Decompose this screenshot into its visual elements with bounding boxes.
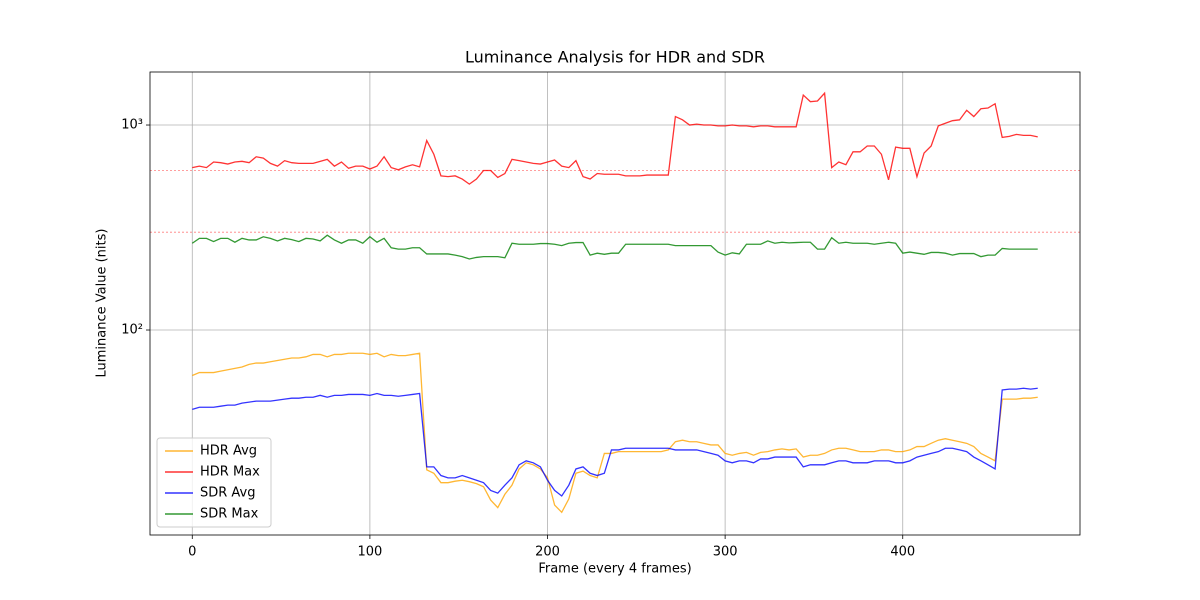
y-axis-label: Luminance Value (nits) [95,229,110,378]
y-tick-label: 10² [121,323,143,338]
x-tick-label: 300 [713,545,738,560]
x-tick-label: 400 [890,545,915,560]
line-series [192,91,1038,185]
line-series [192,352,1038,514]
legend-label: HDR Max [200,465,260,480]
x-tick-label: 0 [188,545,196,560]
legend-label: SDR Max [200,507,259,522]
y-tick-label: 10³ [121,118,143,133]
legend-box [156,437,272,528]
legend-label: SDR Avg [200,486,256,501]
legend-label: HDR Avg [200,444,257,459]
legend: HDR Avg HDR Max SDR Avg SDR Max [156,437,272,528]
chart-title: Luminance Analysis for HDR and SDR [465,48,765,67]
x-axis-label: Frame (every 4 frames) [538,562,691,577]
plot-frame [149,71,1081,536]
x-tick-label: 200 [535,545,560,560]
line-series [191,234,1038,260]
line-series [192,387,1038,497]
x-tick-label: 100 [357,545,382,560]
